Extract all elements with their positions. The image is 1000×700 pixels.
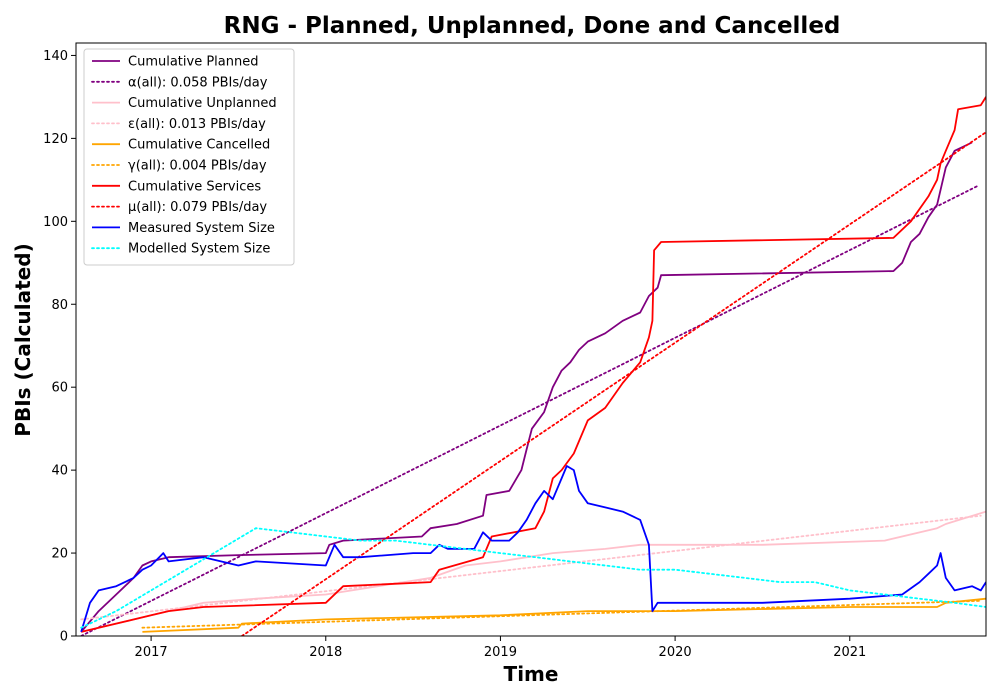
- x-tick-label: 2019: [484, 645, 517, 660]
- series-line-8: [80, 465, 986, 633]
- series-line-2: [80, 510, 986, 633]
- series-line-4: [142, 597, 986, 633]
- y-axis: 0 20 40 60 80 100 120 140: [43, 49, 76, 645]
- y-tick-label: 0: [60, 630, 68, 645]
- y-tick-label: 120: [43, 132, 68, 147]
- x-axis-label: Time: [504, 662, 559, 686]
- legend-label: Cumulative Cancelled: [128, 138, 270, 153]
- y-axis-label: PBIs (Calculated): [11, 243, 35, 436]
- x-tick-label: 2020: [659, 645, 692, 660]
- legend-label: Cumulative Planned: [128, 55, 258, 70]
- legend-label: Cumulative Unplanned: [128, 96, 277, 111]
- series-line-5: [141, 599, 982, 629]
- legend: Cumulative Planned α(all): 0.058 PBIs/day…: [83, 48, 295, 266]
- legend-label: Modelled System Size: [128, 242, 270, 257]
- legend-label: Measured System Size: [128, 221, 275, 236]
- series-line-1: [80, 185, 979, 636]
- series-line-7: [241, 131, 986, 636]
- legend-label: Cumulative Services: [128, 179, 261, 194]
- x-tick-label: 2021: [833, 645, 866, 660]
- y-tick-label: 100: [43, 215, 68, 230]
- series-line-9: [80, 527, 986, 629]
- y-tick-label: 80: [51, 298, 68, 313]
- legend-label: α(all): 0.058 PBIs/day: [128, 75, 268, 90]
- y-tick-label: 140: [43, 49, 68, 64]
- series-line-3: [80, 514, 982, 621]
- plot-frame: [75, 42, 987, 637]
- x-tick-label: 2018: [309, 645, 342, 660]
- legend-label: γ(all): 0.004 PBIs/day: [128, 159, 267, 174]
- chart-title: RNG - Planned, Unplanned, Done and Cance…: [224, 13, 841, 39]
- y-tick-label: 20: [51, 547, 68, 562]
- x-axis: 2017 2018 2019 2020 2021: [135, 636, 866, 660]
- x-tick-label: 2017: [135, 645, 168, 660]
- legend-label: μ(all): 0.079 PBIs/day: [128, 200, 267, 215]
- series-line-6: [80, 96, 986, 633]
- series-line-0: [80, 141, 973, 633]
- y-tick-label: 40: [51, 464, 68, 479]
- y-tick-label: 60: [51, 381, 68, 396]
- series-group: [80, 96, 986, 636]
- legend-label: ε(all): 0.013 PBIs/day: [128, 117, 266, 132]
- legend-box: [83, 48, 295, 266]
